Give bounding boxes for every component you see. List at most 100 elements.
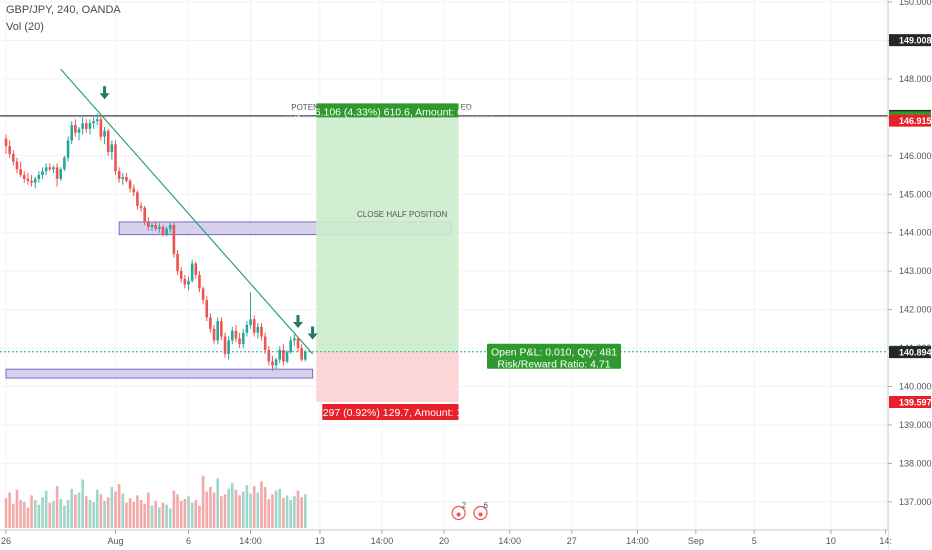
volume-bar [260, 481, 263, 528]
volume-bar [55, 486, 59, 528]
candle-body [117, 171, 121, 179]
loss-zone[interactable] [316, 352, 459, 402]
candle-body [8, 146, 11, 154]
candle-body [110, 144, 114, 152]
x-tick-label: 14:00 [239, 536, 262, 546]
candle-body [252, 319, 256, 333]
volume-bar [168, 508, 172, 528]
volume-bar [234, 489, 238, 528]
volume-bar [212, 492, 216, 528]
volume-bar [216, 478, 219, 528]
candle-body [274, 359, 278, 366]
volume-bar [176, 494, 179, 528]
y-tick-label: 140.000 [899, 382, 932, 392]
volume-bar [30, 495, 33, 528]
open-pl-box-text: Open P&L: 0.010, Qty: 481 [491, 347, 617, 359]
candle-body [139, 205, 143, 208]
price-axis[interactable]: 137.000138.000139.000140.000141.000142.0… [887, 0, 932, 550]
x-tick-label: 20 [439, 536, 449, 546]
open-pl-box-text: Risk/Reward Ratio: 4.71 [497, 359, 610, 371]
candle-body [128, 180, 132, 189]
volume-bar [205, 491, 209, 528]
volume-bar [179, 500, 183, 528]
volume-bar [304, 494, 307, 528]
candle-body [238, 338, 241, 345]
candle-body [161, 226, 165, 235]
candle-body [256, 326, 260, 333]
volume-bar [252, 486, 256, 528]
price-tag [889, 34, 931, 47]
volume-bar [165, 504, 168, 528]
volume-bar [238, 495, 241, 528]
candle-body [66, 140, 70, 158]
volume-bar [271, 494, 274, 528]
y-tick-label: 145.000 [899, 189, 932, 199]
potential-label-left: POTENT [291, 103, 324, 112]
candle-body [179, 271, 183, 279]
volume-bar [161, 502, 165, 528]
candle-body [231, 330, 234, 341]
candle-body [15, 161, 19, 170]
volume-bar [154, 500, 157, 528]
candle-body [4, 138, 8, 147]
volume-bar [44, 490, 48, 528]
time-axis[interactable]: 26 Aug 6 14:00 13 14:00 20 14:00 27 14:00 Sep 5 10 14… [0, 529, 892, 550]
support-zone[interactable] [5, 368, 314, 379]
candle-body [267, 349, 271, 362]
x-tick-label: 14:00 [626, 536, 649, 546]
price-tag-label: 149.008 [899, 36, 932, 46]
volume-bar [52, 500, 55, 528]
volume-bar [267, 499, 271, 528]
volume-bar [15, 489, 19, 528]
volume-bar [70, 488, 73, 528]
candle-body [12, 153, 15, 162]
candle-body [183, 278, 187, 285]
price-tag-label: 146.915 [899, 116, 932, 126]
y-tick-label: 143.000 [899, 266, 932, 276]
volume-bar [117, 484, 121, 528]
volume-bar [183, 499, 187, 528]
volume-bar [37, 504, 41, 528]
volume-bar [95, 489, 99, 528]
volume-bar [274, 490, 278, 528]
y-tick-label: 138.000 [899, 458, 932, 468]
candle-body [85, 123, 88, 129]
candle-body [187, 280, 190, 285]
volume-bar [110, 486, 114, 528]
x-tick-label: 10 [826, 536, 836, 546]
x-tick-label: 14:00 [498, 536, 521, 546]
position-layer[interactable] [316, 117, 459, 402]
candle-body [176, 253, 179, 272]
price-tag-label: 139.597 [899, 397, 932, 407]
stop-box[interactable]: Stop: 1.297 (0.92%) 129.7, Amount: 1876.… [287, 403, 495, 420]
candle-body [77, 128, 81, 133]
volume-bar [48, 502, 52, 528]
volume-bar [77, 492, 81, 528]
x-tick-label: 14:00 [371, 536, 394, 546]
x-tick-label: 26 [1, 536, 11, 546]
candle-body [63, 157, 66, 170]
candle-body [293, 338, 296, 341]
candle-body [234, 330, 238, 339]
x-tick-label: 6 [186, 536, 191, 546]
candle-body [190, 263, 194, 281]
y-tick-label: 148.000 [899, 74, 932, 84]
volume-bar [143, 503, 146, 528]
target-box[interactable]: Target: 6.106 (4.33%) 610.6, Amount: 643… [280, 103, 496, 118]
volume-bar [249, 493, 252, 528]
candle-body [33, 178, 37, 183]
y-tick-label: 137.000 [899, 497, 932, 507]
trendline[interactable] [60, 68, 314, 355]
volume-bar [26, 507, 30, 528]
close-half-label: CLOSE HALF POSITION [357, 210, 447, 219]
profit-zone[interactable] [316, 117, 459, 353]
candle-body [304, 351, 307, 360]
candle-body [55, 167, 59, 179]
volume-bar [158, 507, 161, 528]
volume-bar [209, 486, 212, 528]
price-tag [889, 114, 931, 127]
potential-label-right: ED. [461, 103, 474, 112]
x-tick-label: 27 [567, 536, 577, 546]
